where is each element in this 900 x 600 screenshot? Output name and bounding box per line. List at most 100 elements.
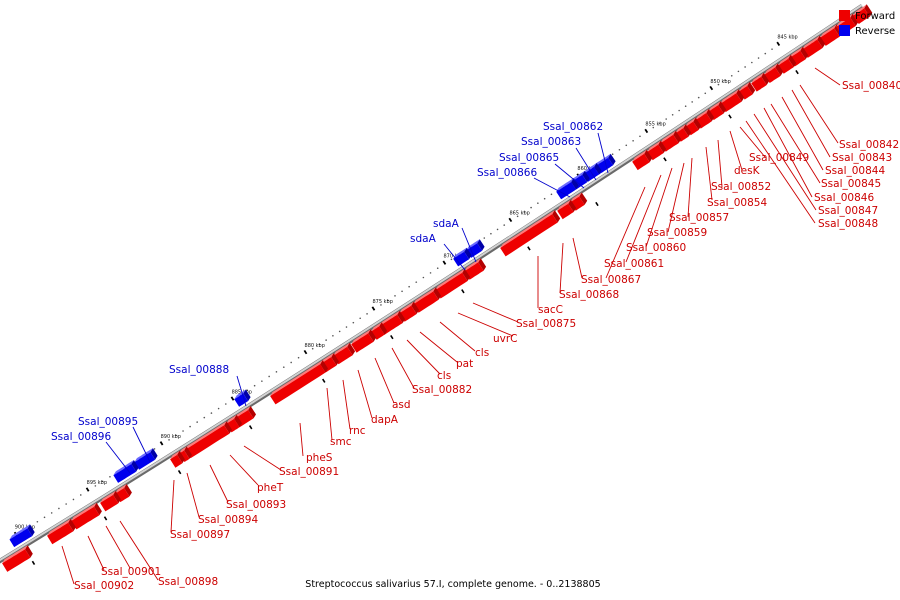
label-leader	[105, 525, 131, 569]
forward-gene[interactable]	[185, 421, 232, 459]
gene-face	[234, 406, 251, 419]
gene-label[interactable]: Ssal_00868	[559, 289, 619, 301]
gene-face	[131, 460, 139, 472]
gene-label[interactable]: pheS	[306, 452, 333, 464]
forward-gene[interactable]	[333, 342, 356, 365]
forward-gene[interactable]	[720, 89, 745, 113]
legend-swatch-reverse	[839, 25, 850, 36]
gene-label[interactable]: Ssal_00861	[604, 258, 664, 270]
gene-label[interactable]: Ssal_00845	[821, 178, 881, 190]
minor-tick	[338, 330, 341, 333]
gene-label[interactable]: Ssal_00895	[78, 416, 138, 428]
reverse-gene[interactable]	[453, 247, 472, 267]
gene-label[interactable]: Ssal_00865	[499, 152, 559, 164]
gene-label[interactable]: sdaA	[410, 233, 437, 245]
gene-face	[736, 89, 745, 102]
forward-gene[interactable]	[435, 268, 471, 299]
gene-label[interactable]: sacC	[538, 304, 563, 316]
forward-gene[interactable]	[778, 54, 797, 74]
gene-label[interactable]: Ssal_00849	[749, 152, 809, 164]
forward-gene[interactable]	[464, 258, 487, 280]
label-leader	[236, 375, 247, 407]
gene-label[interactable]: Ssal_00844	[825, 165, 885, 177]
gene-face	[693, 117, 702, 130]
gene-label[interactable]: Ssal_00862	[543, 121, 603, 133]
minor-tick	[79, 494, 82, 496]
gene-label[interactable]: cls	[437, 370, 451, 382]
forward-gene[interactable]	[632, 149, 653, 171]
gene-label[interactable]: Ssal_00888	[169, 364, 229, 376]
gene-face	[185, 421, 227, 450]
reverse-gene[interactable]	[234, 389, 251, 407]
gene-face	[320, 360, 328, 373]
gene-label[interactable]: Ssal_00854	[707, 197, 767, 209]
gene-label[interactable]: Ssal_00859	[647, 227, 707, 239]
gene-face	[115, 484, 127, 494]
gene-label[interactable]: Ssal_00891	[279, 466, 339, 478]
gene-label[interactable]: Ssal_00843	[832, 152, 892, 164]
gene-label[interactable]: smc	[330, 436, 352, 448]
minor-tick	[728, 114, 732, 119]
gene-label[interactable]: pheT	[257, 482, 284, 494]
forward-gene[interactable]	[71, 502, 102, 530]
gene-label[interactable]: Ssal_00848	[818, 218, 878, 230]
gene-label[interactable]: Ssal_00840	[842, 80, 900, 92]
forward-gene[interactable]	[413, 287, 442, 313]
forward-gene[interactable]	[170, 450, 185, 468]
gene-label[interactable]: Ssal_00894	[198, 514, 258, 526]
forward-gene[interactable]	[751, 72, 770, 92]
gene-label[interactable]: Ssal_00863	[521, 136, 581, 148]
forward-gene[interactable]	[853, 4, 873, 24]
gene-label[interactable]: Ssal_00875	[516, 318, 576, 330]
gene-label[interactable]: Ssal_00852	[711, 181, 771, 193]
forward-gene[interactable]	[802, 35, 826, 58]
gene-label[interactable]: Ssal_00846	[814, 192, 874, 204]
tick-label: 850 kbp	[710, 79, 730, 85]
gene-face	[100, 490, 116, 503]
minor-tick	[632, 139, 634, 142]
gene-label[interactable]: Ssal_00857	[669, 212, 729, 224]
forward-gene[interactable]	[500, 210, 561, 257]
reverse-gene[interactable]	[113, 460, 139, 483]
reverse-gene[interactable]	[134, 448, 158, 470]
gene-label[interactable]: Ssal_00902	[74, 580, 134, 592]
reverse-gene[interactable]	[556, 178, 579, 200]
forward-gene[interactable]	[647, 140, 667, 161]
forward-gene[interactable]	[764, 63, 784, 83]
minor-tick	[196, 421, 198, 423]
reverse-gene[interactable]	[9, 524, 35, 548]
gene-label[interactable]: Ssal_00893	[226, 499, 286, 511]
gene-label[interactable]: rnc	[349, 425, 366, 437]
gene-label[interactable]: Ssal_00847	[818, 205, 878, 217]
gene-label[interactable]: Ssal_00867	[581, 274, 641, 286]
gene-label[interactable]: Ssal_00882	[412, 384, 472, 396]
gene-face	[94, 502, 102, 516]
gene-label[interactable]: Ssal_00866	[477, 167, 537, 179]
gene-label[interactable]: Ssal_00901	[101, 566, 161, 578]
gene-face	[820, 28, 840, 46]
gene-face	[718, 101, 727, 114]
forward-gene[interactable]	[47, 518, 76, 545]
gene-label[interactable]: dapA	[371, 414, 399, 426]
gene-label[interactable]: cls	[475, 347, 489, 359]
gene-label[interactable]: Ssal_00896	[51, 431, 111, 443]
minor-tick	[490, 232, 492, 235]
label-leader	[781, 96, 824, 171]
gene-label[interactable]: Ssal_00860	[626, 242, 686, 254]
gene-label[interactable]: Ssal_00898	[158, 576, 218, 588]
forward-gene[interactable]	[557, 199, 577, 220]
gene-label[interactable]: asd	[392, 399, 411, 411]
forward-gene[interactable]	[179, 446, 192, 462]
forward-gene[interactable]	[2, 545, 33, 572]
gene-label[interactable]: desK	[734, 165, 761, 177]
gene-label[interactable]: pat	[456, 358, 473, 370]
forward-gene[interactable]	[100, 490, 121, 512]
gene-label[interactable]: uvrC	[493, 333, 518, 345]
forward-gene[interactable]	[270, 360, 328, 405]
gene-label[interactable]: sdaA	[433, 218, 460, 230]
gene-label[interactable]: Ssal_00842	[839, 139, 899, 151]
forward-gene[interactable]	[351, 329, 377, 353]
minor-tick	[401, 290, 403, 293]
gene-face	[411, 301, 420, 314]
gene-label[interactable]: Ssal_00897	[170, 529, 230, 541]
